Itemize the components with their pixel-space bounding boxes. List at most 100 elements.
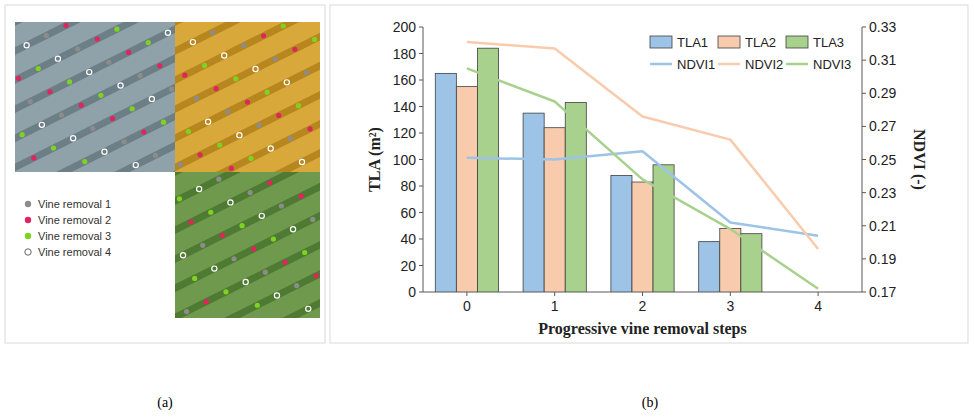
bar bbox=[456, 87, 477, 292]
vine-row bbox=[175, 22, 320, 172]
vine-dot bbox=[284, 80, 289, 85]
legend-label: NDVI1 bbox=[677, 57, 715, 72]
vine-dot bbox=[273, 57, 278, 62]
x-tick bbox=[466, 292, 467, 296]
vine-dot bbox=[274, 293, 279, 298]
vine-dot bbox=[220, 233, 225, 238]
vine-row bbox=[175, 76, 320, 172]
y-tick bbox=[419, 159, 423, 160]
legend-swatch bbox=[718, 36, 740, 48]
vine-dot bbox=[202, 63, 207, 68]
vine-row bbox=[15, 52, 175, 172]
vine-dot bbox=[186, 129, 191, 134]
vine-dot bbox=[245, 99, 250, 104]
vine-row bbox=[175, 22, 320, 172]
bar bbox=[435, 73, 456, 292]
y-tick-label: 20 bbox=[400, 258, 416, 274]
vine-row bbox=[175, 122, 320, 172]
vine-dot bbox=[233, 76, 238, 81]
y2-tick bbox=[862, 258, 866, 259]
bar bbox=[653, 165, 674, 292]
bar bbox=[523, 113, 544, 292]
vine-dot bbox=[271, 236, 276, 241]
vine-dot bbox=[225, 109, 230, 114]
vine-row bbox=[175, 179, 320, 318]
vine-row bbox=[175, 172, 320, 318]
vine-dot bbox=[281, 23, 286, 28]
vine-dot bbox=[304, 70, 309, 75]
legend-label: TLA2 bbox=[745, 35, 776, 50]
y-tick bbox=[419, 80, 423, 81]
vine-dot bbox=[153, 153, 158, 158]
vine-dot bbox=[228, 200, 233, 205]
vine-dot bbox=[214, 86, 219, 91]
vine-dot bbox=[299, 194, 304, 199]
vine-dot bbox=[79, 103, 84, 108]
y2-tick bbox=[862, 60, 866, 61]
vine-row bbox=[175, 202, 320, 318]
vine-dot bbox=[314, 273, 319, 278]
y-tick-label: 40 bbox=[400, 231, 416, 247]
y-tick bbox=[419, 292, 423, 293]
x-tick-label: 4 bbox=[814, 298, 822, 314]
vine-dot bbox=[205, 119, 210, 124]
bar bbox=[565, 103, 586, 292]
vine-dot bbox=[190, 40, 195, 45]
vine-dot bbox=[256, 123, 261, 128]
legend-label: TLA3 bbox=[813, 35, 844, 50]
vine-dot bbox=[141, 129, 146, 134]
vine-dot bbox=[180, 253, 185, 258]
vine-dot bbox=[237, 133, 242, 138]
vine-dot bbox=[212, 266, 217, 271]
bar bbox=[720, 228, 741, 292]
y2-tick-label: 0.33 bbox=[869, 19, 896, 35]
y2-tick-label: 0.29 bbox=[869, 85, 896, 101]
vine-row bbox=[175, 226, 320, 318]
y2-axis-title: NDVI (-) bbox=[910, 129, 928, 190]
vine-dot bbox=[229, 166, 234, 171]
y-tick-label: 100 bbox=[393, 152, 417, 168]
y2-tick bbox=[862, 126, 866, 127]
vine-dot bbox=[239, 223, 244, 228]
panel-label: (b) bbox=[642, 395, 659, 411]
vine-row bbox=[15, 22, 175, 172]
bar bbox=[477, 48, 498, 292]
vine-row bbox=[175, 172, 320, 318]
vine-dot bbox=[82, 159, 87, 164]
vine-dot bbox=[110, 116, 115, 121]
x-tick bbox=[642, 292, 643, 296]
y2-tick bbox=[862, 27, 866, 28]
line bbox=[467, 68, 818, 288]
vine-row bbox=[175, 52, 320, 172]
legend-label: Vine removal 1 bbox=[38, 198, 111, 210]
y-tick bbox=[419, 186, 423, 187]
legend: TLA1TLA2TLA3NDVI1NDVI2NDVI3 bbox=[650, 35, 851, 72]
vine-dot bbox=[223, 289, 228, 294]
y2-tick bbox=[862, 192, 866, 193]
vine-dot bbox=[312, 37, 317, 42]
y2-tick bbox=[862, 93, 866, 94]
vine-dot bbox=[182, 73, 187, 78]
vine-dot bbox=[292, 47, 297, 52]
vine-dot bbox=[90, 126, 95, 131]
vine-dot bbox=[31, 155, 36, 160]
vine-dot bbox=[267, 180, 272, 185]
y-tick-label: 60 bbox=[400, 205, 416, 221]
y2-tick-label: 0.23 bbox=[869, 185, 896, 201]
vine-dot bbox=[59, 112, 64, 117]
x-tick-label: 3 bbox=[726, 298, 734, 314]
bar bbox=[632, 182, 653, 292]
vine-row bbox=[175, 272, 320, 318]
vine-dot bbox=[102, 149, 107, 154]
image-tile bbox=[175, 172, 320, 318]
vine-dot bbox=[268, 146, 273, 151]
vine-dot bbox=[126, 50, 131, 55]
y2-tick bbox=[862, 292, 866, 293]
x-tick bbox=[730, 292, 731, 296]
vine-dot bbox=[306, 306, 311, 311]
vine-dot bbox=[299, 159, 304, 164]
legend-label: TLA1 bbox=[677, 35, 708, 50]
vine-row bbox=[15, 22, 175, 172]
y2-tick-label: 0.31 bbox=[869, 52, 896, 68]
vine-dot bbox=[282, 260, 287, 265]
